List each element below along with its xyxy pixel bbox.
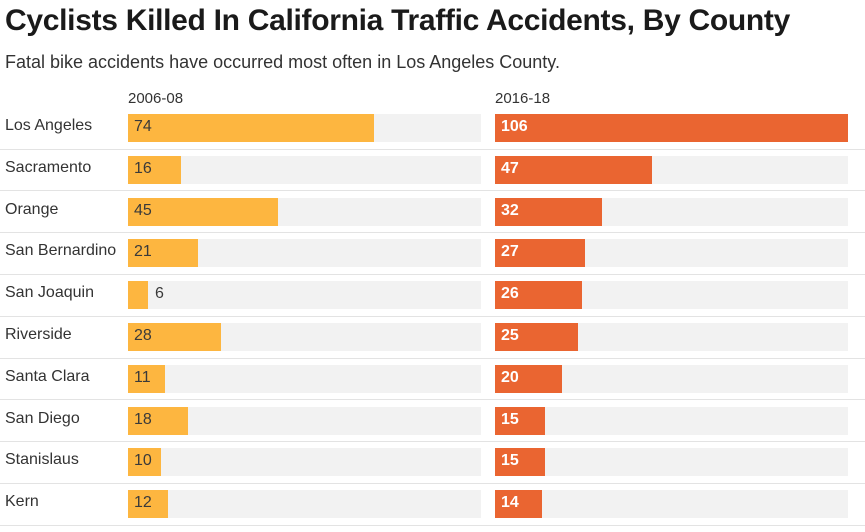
bar-track: 106 <box>495 114 848 142</box>
bar-2006-08 <box>128 323 221 351</box>
bar-track: 28 <box>128 323 481 351</box>
data-label: 25 <box>501 327 519 344</box>
bar-2006-08 <box>128 114 374 142</box>
data-label: 106 <box>501 118 528 135</box>
bar-track: 15 <box>495 448 848 477</box>
data-label: 20 <box>501 368 519 386</box>
bar-track: 45 <box>128 197 481 226</box>
category-label: Santa Clara <box>5 367 90 385</box>
bar-track: 12 <box>128 490 481 519</box>
category-label: Los Angeles <box>5 117 93 134</box>
category-label: Riverside <box>5 326 72 343</box>
category-label: Orange <box>5 200 59 218</box>
bar-row: San Diego 18 15 <box>0 406 865 435</box>
bar-track: 6 <box>128 281 481 310</box>
bar-2016-18 <box>495 155 652 184</box>
bar-row: Santa Clara 11 20 <box>0 364 865 393</box>
bar-2016-18 <box>495 490 542 519</box>
bar-track: 47 <box>495 155 848 184</box>
bar-track: 21 <box>128 239 481 268</box>
category-label: San Diego <box>5 409 80 427</box>
data-label: 15 <box>501 410 519 428</box>
bar-2016-18 <box>495 114 848 142</box>
bar-2016-18 <box>495 406 545 435</box>
category-label: Sacramento <box>5 158 92 176</box>
data-label: 11 <box>134 368 151 386</box>
bar-row: Orange 45 32 <box>0 197 865 226</box>
data-label: 47 <box>501 159 519 177</box>
bar-track: 74 <box>128 114 481 142</box>
bar-track: 26 <box>495 281 848 310</box>
data-label: 12 <box>134 494 152 512</box>
bar-track: 15 <box>495 406 848 435</box>
series-label-2006-08: 2006-08 <box>128 90 184 107</box>
category-label: Stanislaus <box>5 451 79 469</box>
bar-track: 11 <box>128 364 481 393</box>
row-divider <box>0 315 865 317</box>
bar-2006-08 <box>128 364 165 393</box>
bar-2016-18 <box>495 197 602 226</box>
row-divider <box>0 524 865 526</box>
bar-2016-18 <box>495 448 545 477</box>
category-label: Kern <box>5 493 39 511</box>
bar-2006-08 <box>128 406 188 435</box>
data-label: 26 <box>501 285 519 303</box>
row-divider <box>0 441 865 443</box>
chart-title: Cyclists Killed In California Traffic Ac… <box>5 4 790 37</box>
data-label: 18 <box>134 410 152 428</box>
bar-row: Kern 12 14 <box>0 490 865 519</box>
data-label: 32 <box>501 201 519 219</box>
bar-2006-08 <box>128 155 181 184</box>
bar-2006-08 <box>128 448 161 477</box>
data-label: 15 <box>501 452 519 470</box>
data-label: 45 <box>134 201 152 219</box>
data-label: 6 <box>155 285 164 303</box>
bar-2006-08 <box>128 239 198 268</box>
row-divider <box>0 357 865 359</box>
bar-track: 10 <box>128 448 481 477</box>
chart-subtitle: Fatal bike accidents have occurred most … <box>5 52 560 72</box>
bar-2006-08 <box>128 490 168 519</box>
bar-track: 14 <box>495 490 848 519</box>
data-label: 10 <box>134 452 152 470</box>
bar-row: San Joaquin 6 26 <box>0 281 865 310</box>
bar-track: 25 <box>495 323 848 351</box>
row-divider <box>0 399 865 401</box>
bar-row: Riverside 28 25 <box>0 323 865 351</box>
series-label-2016-18: 2016-18 <box>495 90 551 107</box>
bar-2006-08 <box>128 281 148 310</box>
bar-row: Los Angeles 74 106 <box>0 114 865 142</box>
bar-2006-08 <box>128 197 278 226</box>
bar-track: 32 <box>495 197 848 226</box>
data-label: 74 <box>134 118 152 135</box>
row-divider <box>0 273 865 275</box>
data-label: 16 <box>134 159 152 177</box>
bar-track: 20 <box>495 364 848 393</box>
bar-track: 27 <box>495 239 848 268</box>
bar-2016-18 <box>495 323 578 351</box>
data-label: 21 <box>134 243 152 261</box>
category-label: San Bernardino <box>5 242 117 260</box>
bar-row: Sacramento 16 47 <box>0 155 865 184</box>
bar-track: 16 <box>128 155 481 184</box>
bar-2016-18 <box>495 364 562 393</box>
bar-track: 18 <box>128 406 481 435</box>
category-label: San Joaquin <box>5 284 94 302</box>
data-label: 27 <box>501 243 519 261</box>
data-label: 28 <box>134 327 152 344</box>
row-divider <box>0 148 865 150</box>
bar-row: Stanislaus 10 15 <box>0 448 865 477</box>
bar-2016-18 <box>495 281 582 310</box>
data-label: 14 <box>501 494 519 512</box>
row-divider <box>0 190 865 192</box>
bar-row: San Bernardino 21 27 <box>0 239 865 268</box>
bar-2016-18 <box>495 239 585 268</box>
row-divider <box>0 232 865 234</box>
row-divider <box>0 482 865 484</box>
